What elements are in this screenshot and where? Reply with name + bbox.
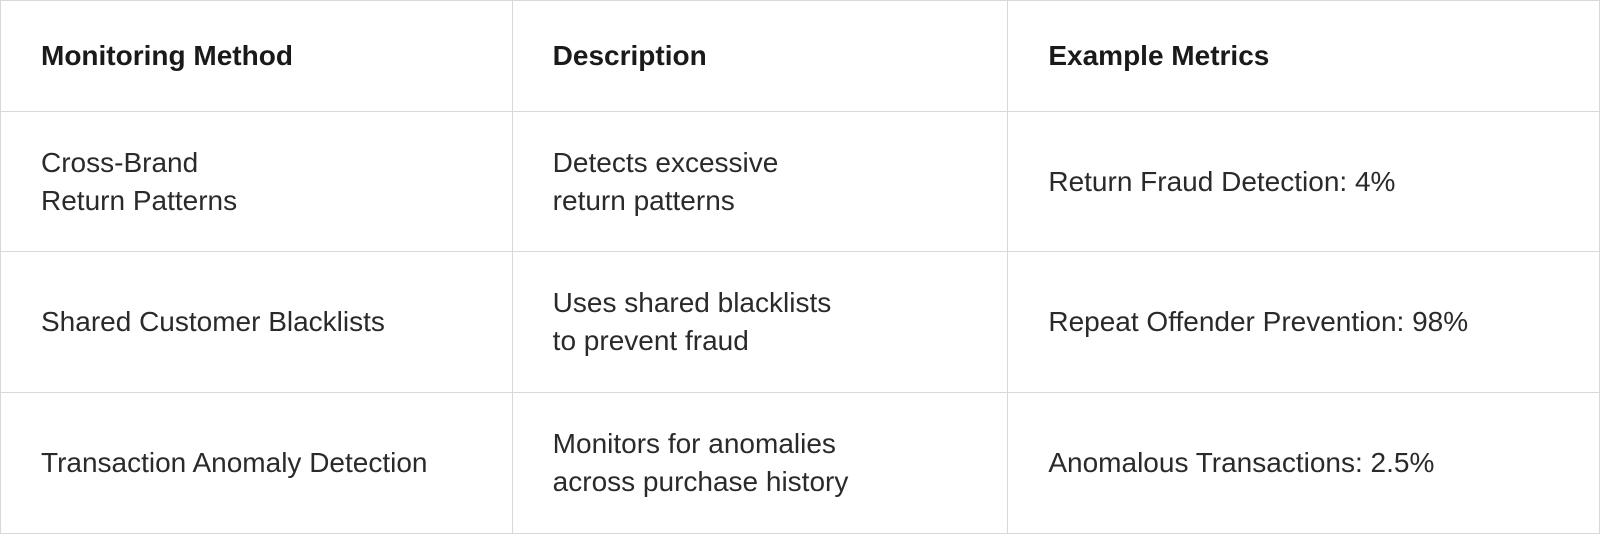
table-row: Cross-Brand Return Patterns Detects exce…: [1, 111, 1600, 252]
cell-text-line: Detects excessive: [553, 144, 968, 182]
column-header-method: Monitoring Method: [1, 1, 513, 112]
table-header-row: Monitoring Method Description Example Me…: [1, 1, 1600, 112]
cell-method: Cross-Brand Return Patterns: [1, 111, 513, 252]
cell-text-line: across purchase history: [553, 463, 968, 501]
cell-text-line: Return Patterns: [41, 182, 472, 220]
table-row: Shared Customer Blacklists Uses shared b…: [1, 252, 1600, 393]
monitoring-methods-table: Monitoring Method Description Example Me…: [0, 0, 1600, 534]
cell-metrics: Return Fraud Detection: 4%: [1008, 111, 1600, 252]
cell-text-line: to prevent fraud: [553, 322, 968, 360]
cell-description: Detects excessive return patterns: [512, 111, 1008, 252]
cell-method: Shared Customer Blacklists: [1, 252, 513, 393]
cell-metrics: Repeat Offender Prevention: 98%: [1008, 252, 1600, 393]
cell-text-line: Cross-Brand: [41, 144, 472, 182]
cell-text-line: return patterns: [553, 182, 968, 220]
column-header-description: Description: [512, 1, 1008, 112]
cell-description: Uses shared blacklists to prevent fraud: [512, 252, 1008, 393]
cell-text-line: Uses shared blacklists: [553, 284, 968, 322]
cell-text-line: Monitors for anomalies: [553, 425, 968, 463]
column-header-metrics: Example Metrics: [1008, 1, 1600, 112]
